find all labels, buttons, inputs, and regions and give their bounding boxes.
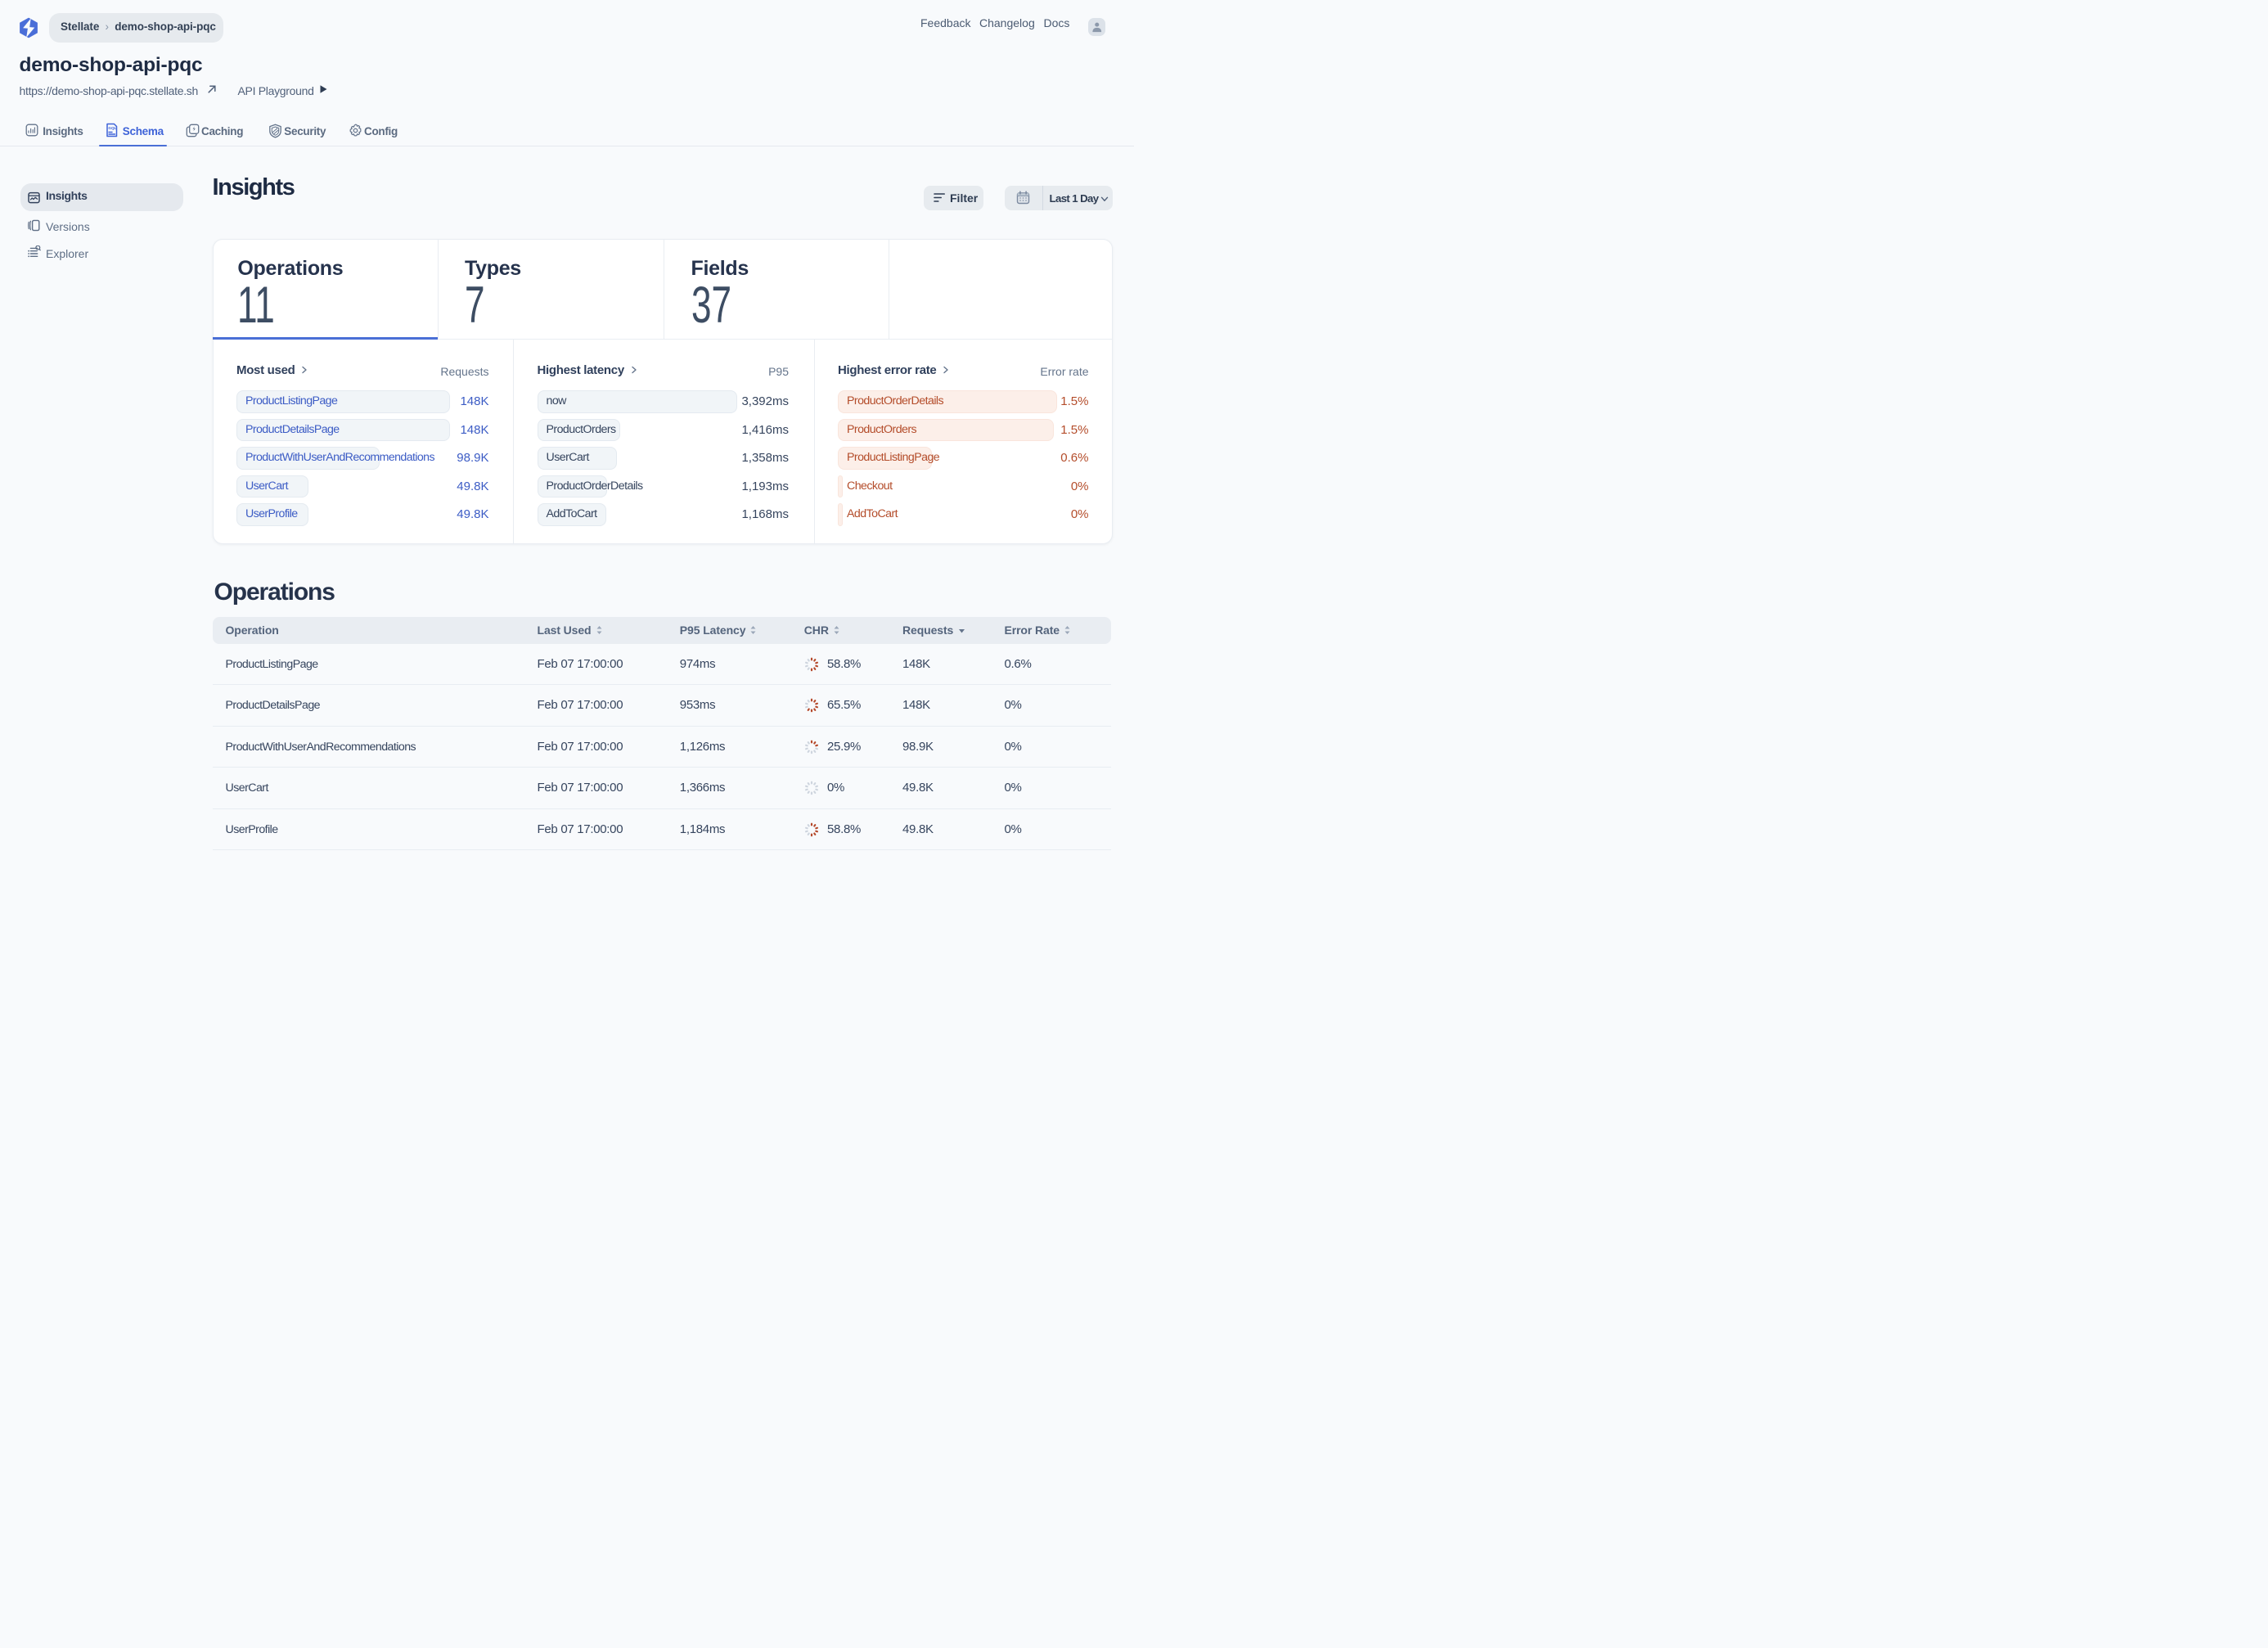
svg-text:GQL: GQL xyxy=(108,126,116,130)
